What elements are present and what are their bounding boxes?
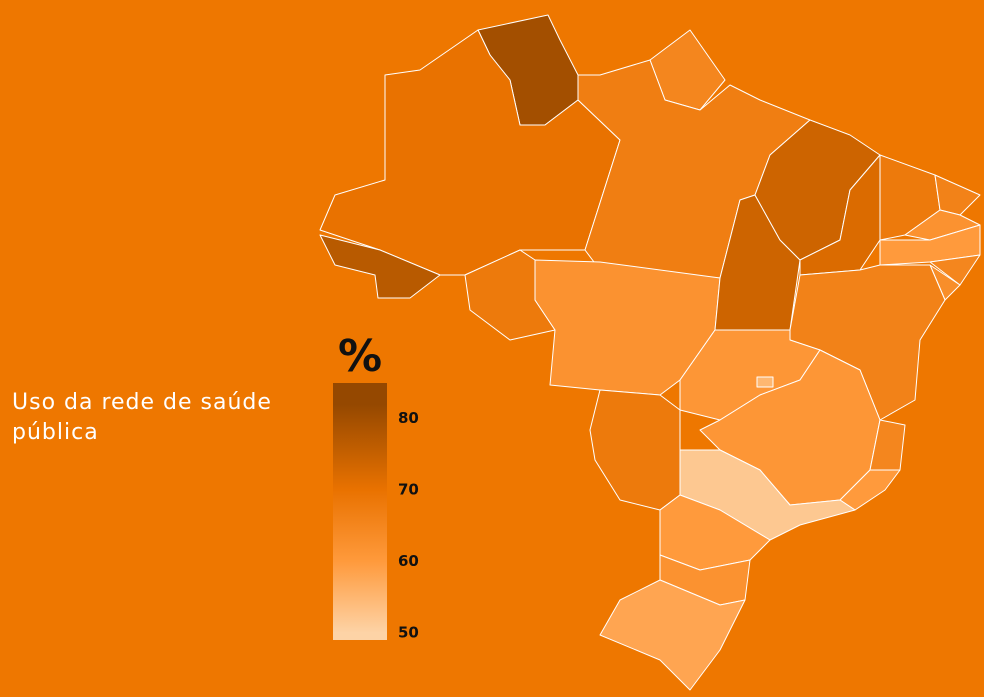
- state: [599, 579, 746, 691]
- legend-tick-label: 60: [398, 552, 419, 570]
- state: [934, 174, 981, 216]
- color-bar: [333, 383, 387, 640]
- state: [319, 234, 441, 299]
- legend-tick-label: 50: [398, 623, 419, 641]
- legend-tick-label: 70: [398, 481, 419, 499]
- state: [904, 209, 981, 241]
- legend-tick-label: 80: [398, 409, 419, 427]
- state: [756, 376, 774, 388]
- state: [929, 254, 981, 286]
- legend-unit: %: [338, 331, 382, 382]
- title: Uso da rede de saúde pública: [12, 390, 272, 445]
- state: [589, 389, 681, 511]
- state: [319, 29, 621, 276]
